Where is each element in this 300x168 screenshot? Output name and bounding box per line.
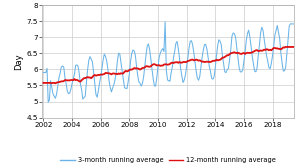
Legend: 3-month running average, 12-month running average: 3-month running average, 12-month runnin… xyxy=(58,155,278,166)
Y-axis label: Day: Day xyxy=(15,53,24,70)
